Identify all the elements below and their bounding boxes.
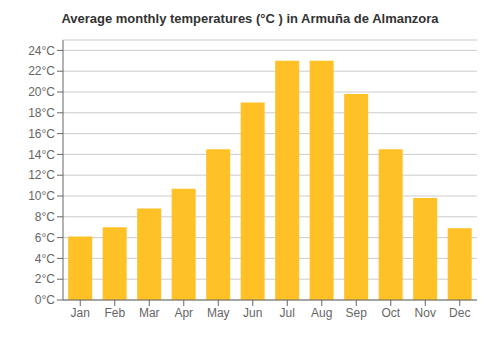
svg-text:2°C: 2°C — [35, 272, 55, 286]
svg-text:May: May — [207, 306, 230, 320]
svg-text:Jul: Jul — [280, 306, 295, 320]
svg-text:Apr: Apr — [174, 306, 193, 320]
svg-text:16°C: 16°C — [28, 127, 55, 141]
svg-text:Aug: Aug — [311, 306, 332, 320]
svg-text:10°C: 10°C — [28, 189, 55, 203]
svg-text:Jan: Jan — [71, 306, 90, 320]
svg-text:14°C: 14°C — [28, 148, 55, 162]
svg-text:6°C: 6°C — [35, 231, 55, 245]
svg-text:12°C: 12°C — [28, 168, 55, 182]
html-text:Average monthly temperatures (: Average monthly temperatures (°C ) in Ar… — [61, 11, 439, 26]
svg-text:0°C: 0°C — [35, 293, 55, 307]
svg-text:24°C: 24°C — [28, 44, 55, 58]
svg-text:Dec: Dec — [449, 306, 470, 320]
svg-text:Sep: Sep — [346, 306, 368, 320]
svg-text:4°C: 4°C — [35, 252, 55, 266]
svg-text:22°C: 22°C — [28, 64, 55, 78]
svg-text:Jun: Jun — [243, 306, 262, 320]
svg-text:20°C: 20°C — [28, 85, 55, 99]
svg-text:18°C: 18°C — [28, 106, 55, 120]
svg-text:Feb: Feb — [104, 306, 125, 320]
svg-text:Oct: Oct — [381, 306, 400, 320]
svg-text:8°C: 8°C — [35, 210, 55, 224]
svg-text:Mar: Mar — [139, 306, 160, 320]
svg-text:Nov: Nov — [415, 306, 436, 320]
